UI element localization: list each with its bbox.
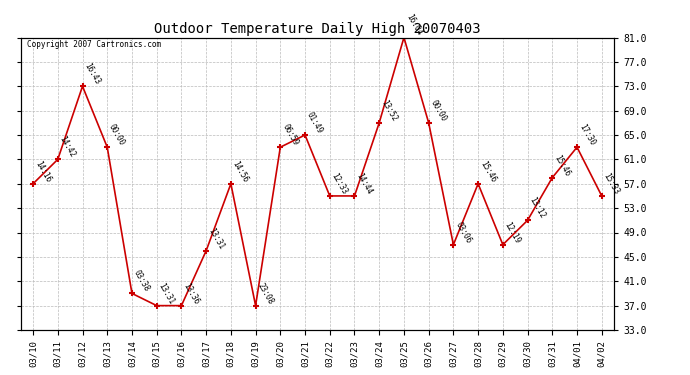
- Text: 03:06: 03:06: [453, 220, 473, 245]
- Title: Outdoor Temperature Daily High 20070403: Outdoor Temperature Daily High 20070403: [154, 22, 481, 36]
- Text: 00:00: 00:00: [428, 98, 448, 123]
- Text: 01:49: 01:49: [305, 111, 324, 135]
- Text: 14:44: 14:44: [355, 171, 374, 196]
- Text: 23:08: 23:08: [255, 281, 275, 306]
- Text: 00:00: 00:00: [107, 123, 126, 147]
- Text: Copyright 2007 Cartronics.com: Copyright 2007 Cartronics.com: [27, 40, 161, 50]
- Text: 14:42: 14:42: [58, 135, 77, 159]
- Text: 06:59: 06:59: [280, 123, 299, 147]
- Text: 13:52: 13:52: [380, 98, 399, 123]
- Text: 13:31: 13:31: [157, 281, 176, 306]
- Text: 13:12: 13:12: [528, 196, 547, 220]
- Text: 15:46: 15:46: [552, 153, 571, 178]
- Text: 17:30: 17:30: [577, 123, 596, 147]
- Text: 14:56: 14:56: [231, 159, 250, 184]
- Text: 14:16: 14:16: [33, 159, 52, 184]
- Text: 03:38: 03:38: [132, 269, 151, 293]
- Text: 12:19: 12:19: [503, 220, 522, 245]
- Text: 13:36: 13:36: [181, 281, 201, 306]
- Text: 15:46: 15:46: [478, 159, 497, 184]
- Text: 16:04: 16:04: [404, 13, 423, 38]
- Text: 13:31: 13:31: [206, 226, 226, 251]
- Text: 16:43: 16:43: [83, 62, 102, 86]
- Text: 12:33: 12:33: [330, 171, 349, 196]
- Text: 15:33: 15:33: [602, 171, 621, 196]
